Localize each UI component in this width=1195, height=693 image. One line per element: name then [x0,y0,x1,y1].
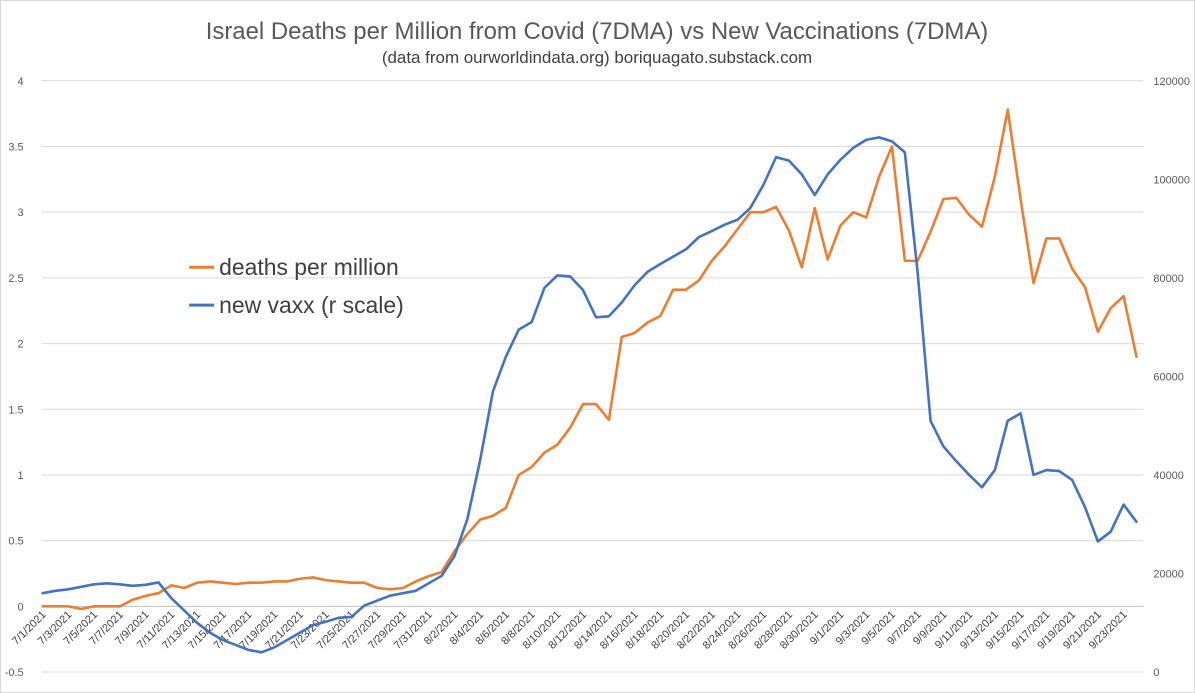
right-tick-label: 0 [1153,667,1159,679]
chart-title: Israel Deaths per Million from Covid (7D… [206,18,989,45]
left-tick-label: 0.5 [8,536,23,548]
right-tick-label: 80000 [1153,273,1183,285]
right-tick-label: 60000 [1153,371,1183,383]
series-vaxx-line [41,136,1138,654]
right-tick-label: 100000 [1153,174,1190,186]
right-y-axis: 0 20000 40000 60000 80000 100000 120000 [1153,76,1190,679]
legend-label-vaxx: new vaxx (r scale) [219,292,404,318]
gridlines [41,80,1144,673]
legend-label-deaths: deaths per million [219,254,399,280]
left-tick-label: 2.5 [8,273,23,285]
left-tick-label: 3 [18,207,24,219]
left-tick-label: 1 [18,470,24,482]
left-tick-label: 3.5 [8,141,23,153]
right-tick-label: 120000 [1153,76,1190,88]
left-tick-label: 2 [18,339,24,351]
series-lines [41,108,1138,654]
legend: deaths per million new vaxx (r scale) [189,254,404,318]
series-deaths-line [41,108,1138,611]
chart-subtitle: (data from ourworldindata.org) boriquaga… [382,48,812,67]
left-tick-label: -0.5 [5,667,24,679]
left-tick-label: 0 [18,601,24,613]
left-tick-label: 4 [18,76,24,88]
x-axis: 7/1/20217/3/20217/5/20217/7/20217/9/2021… [10,609,1130,652]
right-tick-label: 20000 [1153,568,1183,580]
right-tick-label: 40000 [1153,470,1183,482]
left-tick-label: 1.5 [8,404,23,416]
left-y-axis: -0.5 0 0.5 1 1.5 2 2.5 3 3.5 4 [5,76,24,679]
